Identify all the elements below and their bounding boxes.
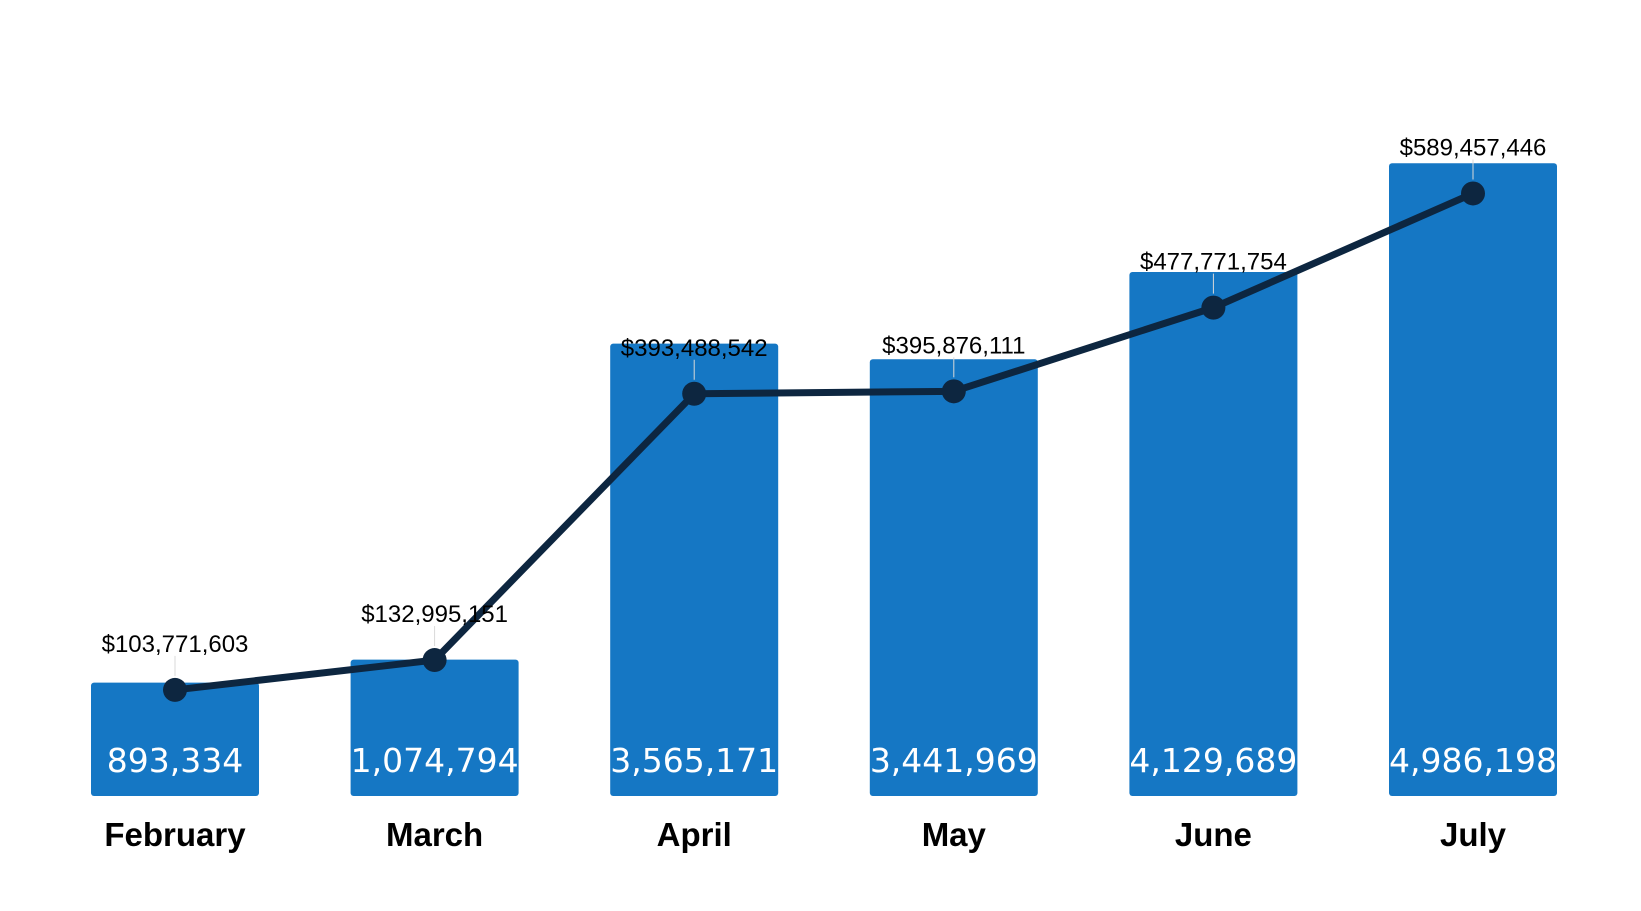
line-point-march <box>422 648 447 673</box>
line-value-label-march: $132,995,151 <box>361 601 508 628</box>
bar-labels-layer: 893,334 1,074,794 3,565,171 3,441,969 4,129,… <box>107 741 1557 780</box>
bar-value-label-july: 4,986,198 <box>1389 741 1557 780</box>
line-value-label-july: $589,457,446 <box>1400 134 1547 161</box>
line-value-label-april: $393,488,542 <box>621 335 768 362</box>
bar-value-label-june: 4,129,689 <box>1129 741 1297 780</box>
line-series-path <box>171 189 1477 694</box>
bar-value-label-april: 3,565,171 <box>610 741 778 780</box>
bars-layer <box>91 163 1557 797</box>
bar-february <box>91 682 259 796</box>
bar-value-label-february: 893,334 <box>107 741 243 780</box>
line-point-july <box>1461 181 1485 206</box>
bar-march <box>350 659 519 796</box>
bar-may <box>869 359 1038 796</box>
bar-value-label-march: 1,074,794 <box>351 741 519 780</box>
category-label-february: February <box>104 816 246 853</box>
line-point-may <box>941 379 966 404</box>
line-point-february <box>163 677 187 702</box>
bar-july <box>1389 163 1557 796</box>
line-point-april <box>682 381 707 406</box>
bar-april <box>610 343 779 796</box>
category-label-june: June <box>1175 816 1252 853</box>
category-label-april: April <box>657 816 732 853</box>
category-label-march: March <box>386 816 483 853</box>
line-labels-layer: $103,771,603 $132,995,151 $393,488,542 $395… <box>102 134 1547 676</box>
category-label-may: May <box>922 816 987 853</box>
category-labels-layer: February March April May June July <box>104 816 1506 853</box>
line-value-label-june: $477,771,754 <box>1140 249 1287 276</box>
bar-june <box>1129 271 1298 797</box>
line-value-label-february: $103,771,603 <box>102 631 249 658</box>
line-value-label-may: $395,876,111 <box>882 332 1025 359</box>
category-label-july: July <box>1440 816 1507 853</box>
line-point-june <box>1201 295 1226 320</box>
bar-value-label-may: 3,441,969 <box>870 741 1038 780</box>
line-layer <box>163 181 1485 702</box>
